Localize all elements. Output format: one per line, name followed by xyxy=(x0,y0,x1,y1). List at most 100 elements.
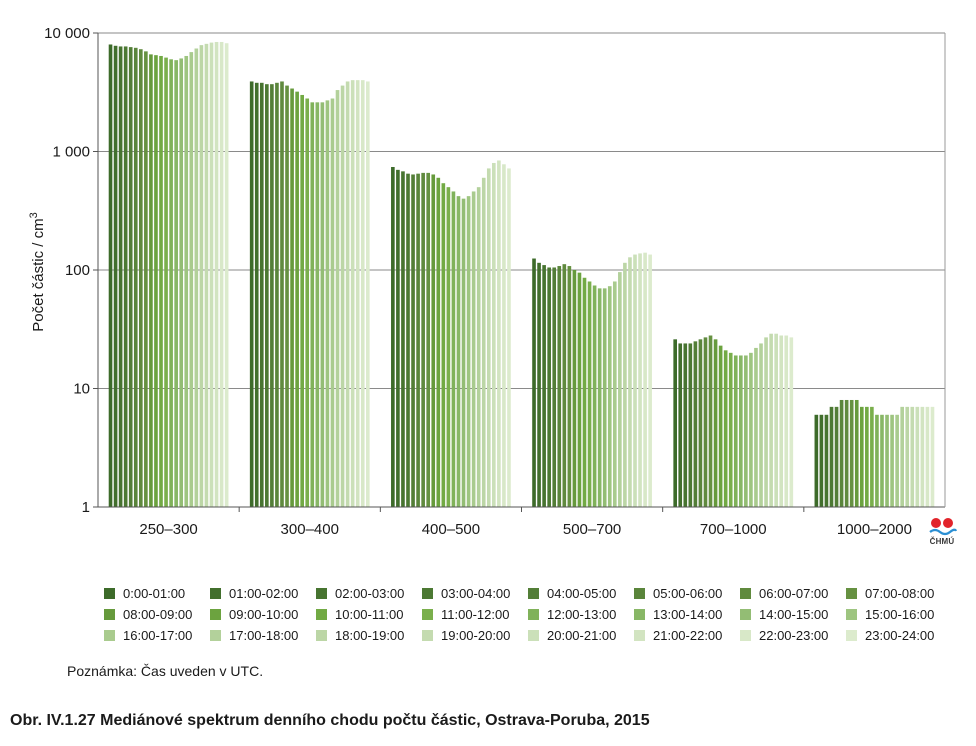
bar xyxy=(587,281,592,507)
legend-label: 19:00-20:00 xyxy=(441,628,511,643)
bar xyxy=(749,352,753,507)
bar xyxy=(345,81,350,508)
bar xyxy=(219,41,224,507)
bar xyxy=(733,355,738,507)
bar xyxy=(320,102,325,507)
bar xyxy=(638,253,642,507)
bar xyxy=(154,55,158,508)
bar xyxy=(446,187,451,508)
y-tick-label: 100 xyxy=(65,262,90,279)
bar xyxy=(915,406,920,507)
bar xyxy=(204,43,209,508)
bar xyxy=(759,343,763,507)
bar xyxy=(723,350,728,507)
bar xyxy=(562,264,567,507)
legend-swatch xyxy=(846,588,857,599)
bar xyxy=(441,183,446,507)
legend-item: 23:00-24:00 xyxy=(846,626,952,645)
bar xyxy=(199,45,204,507)
legend-item: 19:00-20:00 xyxy=(422,626,528,645)
bar xyxy=(194,48,199,507)
bar xyxy=(930,406,935,507)
legend-label: 16:00-17:00 xyxy=(123,628,193,643)
figure-caption: Obr. IV.1.27 Mediánové spektrum denního … xyxy=(10,712,650,729)
bar xyxy=(643,252,647,507)
legend-item: 14:00-15:00 xyxy=(740,605,846,624)
bar xyxy=(698,339,703,507)
legend-label: 13:00-14:00 xyxy=(653,607,723,622)
legend-label: 22:00-23:00 xyxy=(759,628,829,643)
legend-swatch xyxy=(422,630,433,641)
bar xyxy=(779,335,784,507)
legend-swatch xyxy=(846,630,857,641)
legend-swatch xyxy=(634,630,645,641)
legend-swatch xyxy=(528,630,539,641)
legend-label: 17:00-18:00 xyxy=(229,628,299,643)
bar xyxy=(607,286,612,507)
bar xyxy=(451,191,456,507)
bar xyxy=(335,90,340,507)
legend-swatch xyxy=(740,588,751,599)
legend-swatch xyxy=(316,588,327,599)
bar xyxy=(149,54,153,507)
legend-item: 04:00-05:00 xyxy=(528,584,634,603)
bar xyxy=(693,341,698,507)
bar xyxy=(910,406,915,507)
bar xyxy=(597,288,602,507)
bar xyxy=(572,270,577,507)
x-category-label: 250–300 xyxy=(139,521,197,538)
bar xyxy=(179,58,184,507)
bar xyxy=(739,355,743,507)
bar xyxy=(406,173,410,508)
x-category-label: 500–700 xyxy=(563,521,621,538)
y-axis-ticks: 1 10 100 1 000 10 000 xyxy=(44,25,98,516)
legend-item: 02:00-03:00 xyxy=(316,584,422,603)
bar xyxy=(557,266,562,507)
legend-swatch xyxy=(528,588,539,599)
legend-swatch xyxy=(210,588,221,599)
bar xyxy=(829,406,834,507)
bar xyxy=(814,414,819,507)
legend-swatch xyxy=(740,630,751,641)
bar xyxy=(567,266,572,507)
legend-swatch xyxy=(104,609,115,620)
legend-item: 07:00-08:00 xyxy=(846,584,952,603)
bar xyxy=(128,47,133,508)
legend-label: 06:00-07:00 xyxy=(759,586,829,601)
bar xyxy=(774,333,778,507)
legend-item: 17:00-18:00 xyxy=(210,626,316,645)
bar xyxy=(905,406,910,507)
bar xyxy=(537,262,541,507)
legend-item: 16:00-17:00 xyxy=(104,626,210,645)
grid-lines xyxy=(98,32,945,389)
bar xyxy=(769,333,773,507)
bar xyxy=(612,281,617,507)
legend-item: 08:00-09:00 xyxy=(104,605,210,624)
x-category-label: 700–1000 xyxy=(700,521,767,538)
bar xyxy=(164,57,168,507)
bar xyxy=(839,399,844,507)
legend-label: 21:00-22:00 xyxy=(653,628,723,643)
bar xyxy=(310,102,315,507)
bar xyxy=(728,352,733,507)
legend-label: 11:00-12:00 xyxy=(441,607,510,622)
bar xyxy=(859,406,864,507)
legend-item: 06:00-07:00 xyxy=(740,584,846,603)
legend-label: 08:00-09:00 xyxy=(123,607,193,622)
bar xyxy=(275,82,279,508)
bar xyxy=(466,196,471,507)
bar xyxy=(461,198,466,507)
bar xyxy=(547,267,551,507)
legend-item: 15:00-16:00 xyxy=(846,605,952,624)
bar xyxy=(290,88,294,508)
legend-label: 03:00-04:00 xyxy=(441,586,511,601)
bar xyxy=(280,81,284,508)
bar xyxy=(300,94,304,508)
bar xyxy=(285,85,289,507)
bar xyxy=(426,172,431,507)
chmu-logo: ČHMÚ xyxy=(926,517,958,549)
legend-swatch xyxy=(422,588,433,599)
x-category-label: 1000–2000 xyxy=(837,521,912,538)
chmu-logo-text: ČHMÚ xyxy=(929,537,955,546)
bar xyxy=(123,46,128,507)
